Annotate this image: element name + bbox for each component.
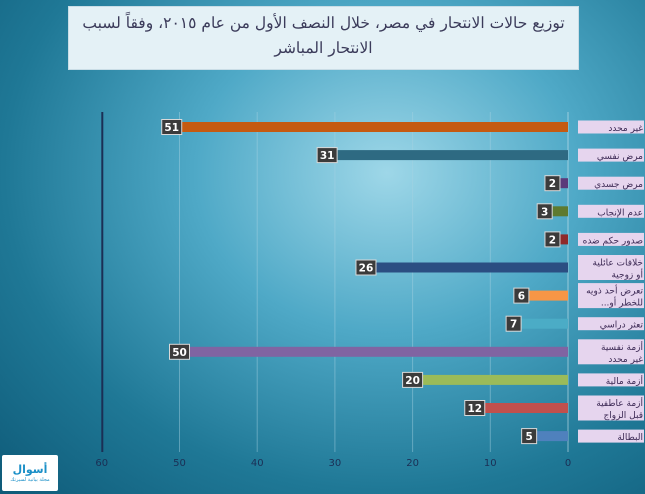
x-tick-label: 50 bbox=[173, 458, 186, 469]
data-label: 26 bbox=[359, 263, 374, 275]
category-label-bg bbox=[578, 120, 644, 134]
category-label-bg bbox=[578, 317, 644, 331]
category-label: عدم الإنجاب bbox=[597, 208, 643, 218]
label-layer: 51 غير محدد 31 مرض نفسي 2 مرض جسدي 3 عدم الإنجا… bbox=[161, 119, 644, 445]
category-label-bg bbox=[578, 373, 644, 387]
category-label: أزمة مالية bbox=[606, 375, 643, 387]
data-label: 7 bbox=[510, 319, 517, 331]
category-label-bg bbox=[578, 232, 644, 246]
bar bbox=[513, 318, 568, 329]
data-label-box bbox=[169, 343, 190, 360]
data-label-box bbox=[355, 259, 377, 276]
bar bbox=[412, 374, 568, 385]
bar bbox=[327, 150, 568, 161]
category-label: أزمة نفسية غير محدد bbox=[601, 341, 643, 365]
bar bbox=[179, 346, 568, 357]
data-label: 50 bbox=[172, 347, 187, 359]
data-label: 3 bbox=[541, 206, 548, 218]
data-label: 20 bbox=[405, 375, 420, 387]
x-tick-label: 10 bbox=[484, 458, 497, 469]
data-label-box bbox=[316, 147, 338, 164]
category-label-bg bbox=[578, 283, 644, 309]
data-label: 12 bbox=[467, 403, 482, 415]
data-label: 51 bbox=[164, 122, 179, 134]
data-label: 31 bbox=[320, 150, 335, 162]
category-label-bg bbox=[578, 204, 644, 218]
x-tick-label: 0 bbox=[565, 458, 571, 469]
brand-logo: أسوال مجلة بيانية لسيرتك bbox=[2, 455, 58, 491]
data-label: 2 bbox=[549, 178, 556, 190]
bar bbox=[521, 290, 568, 301]
category-label: تعثر دراسي bbox=[600, 321, 644, 331]
logo-tagline: مجلة بيانية لسيرتك bbox=[10, 477, 50, 483]
data-label-box bbox=[513, 287, 530, 304]
category-label: تعرض أحد ذويه للخطر أو... bbox=[586, 285, 643, 309]
data-label-box bbox=[536, 203, 553, 220]
data-label: 5 bbox=[525, 431, 532, 443]
data-label: 2 bbox=[549, 234, 556, 246]
category-label-bg bbox=[578, 395, 644, 421]
category-label: غير محدد bbox=[608, 124, 643, 134]
category-label: مرض نفسي bbox=[597, 152, 643, 162]
x-tick-label: 40 bbox=[251, 458, 264, 469]
x-tick-label: 20 bbox=[406, 458, 419, 469]
logo-name: أسوال bbox=[12, 463, 48, 476]
category-label: خلافات عائلية أو زوجية bbox=[593, 259, 643, 281]
bar bbox=[171, 122, 569, 132]
category-label-bg bbox=[578, 339, 644, 365]
data-label: 6 bbox=[518, 291, 525, 303]
data-label-box bbox=[544, 231, 561, 248]
chart-title: توزيع حالات الانتحار في مصر، خلال النصف … bbox=[68, 6, 579, 70]
data-label-box bbox=[505, 315, 522, 332]
bar bbox=[474, 403, 568, 413]
x-tick-label: 60 bbox=[95, 458, 108, 469]
data-label-box bbox=[544, 175, 561, 192]
data-label-box bbox=[521, 428, 538, 445]
category-label-bg bbox=[578, 148, 644, 162]
data-label-box bbox=[464, 400, 486, 416]
bar bbox=[365, 262, 568, 273]
bar bbox=[529, 431, 568, 442]
category-label: مرض جسدي bbox=[594, 180, 643, 190]
x-tick-label: 30 bbox=[329, 458, 342, 469]
data-label-box bbox=[402, 371, 424, 388]
category-label-bg bbox=[578, 429, 644, 443]
bar-layer bbox=[171, 122, 569, 442]
grid-layer bbox=[101, 112, 569, 452]
category-label-bg bbox=[578, 255, 644, 280]
tick-layer: 60 50 40 30 20 10 0 bbox=[95, 458, 571, 469]
bar bbox=[544, 206, 568, 217]
category-label: صدور حكم ضده bbox=[583, 236, 643, 246]
category-label: البطالة bbox=[617, 433, 643, 443]
data-label-box bbox=[161, 119, 183, 135]
category-label: أزمة عاطفية قبل الزواج bbox=[596, 397, 643, 421]
category-label-bg bbox=[578, 176, 644, 190]
